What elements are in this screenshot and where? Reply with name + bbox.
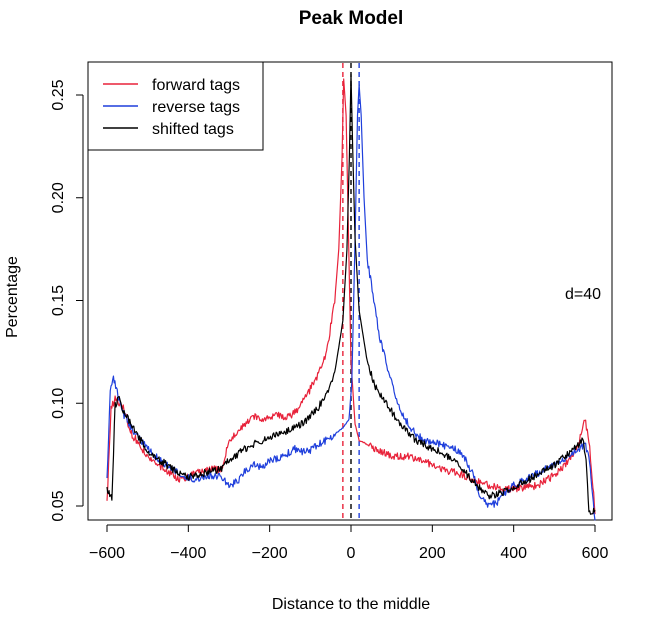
y-tick-label: 0.25 xyxy=(50,79,67,110)
plot-frame xyxy=(87,61,613,521)
x-tick-label: 200 xyxy=(419,545,446,562)
series-line-shifted xyxy=(106,73,596,515)
x-tick-label: 0 xyxy=(347,545,356,562)
x-tick-label: −400 xyxy=(170,545,206,562)
x-tick-label: −200 xyxy=(252,545,288,562)
x-tick-label: 400 xyxy=(500,545,527,562)
y-tick-label: 0.10 xyxy=(50,388,67,419)
x-axis-label: Distance to the middle xyxy=(272,596,430,613)
chart-title: Peak Model xyxy=(299,8,404,29)
legend-label-shifted: shifted tags xyxy=(152,121,234,138)
y-axis: 0.05 0.10 0.15 0.20 0.25 xyxy=(50,79,84,522)
series-lines xyxy=(106,73,596,521)
legend-label-forward: forward tags xyxy=(152,77,240,94)
x-tick-label: −600 xyxy=(89,545,125,562)
x-tick-label: 600 xyxy=(582,545,609,562)
y-axis-label: Percentage xyxy=(4,256,21,338)
x-axis: −600 −400 −200 0 200 400 600 xyxy=(89,524,609,562)
shift-annotation: d=40 xyxy=(565,286,601,303)
y-tick-label: 0.15 xyxy=(50,285,67,316)
legend: forward tags reverse tags shifted tags xyxy=(87,61,264,151)
y-tick-label: 0.05 xyxy=(50,490,67,521)
legend-label-reverse: reverse tags xyxy=(152,99,240,116)
plot-area xyxy=(87,61,613,521)
y-tick-label: 0.20 xyxy=(50,182,67,213)
